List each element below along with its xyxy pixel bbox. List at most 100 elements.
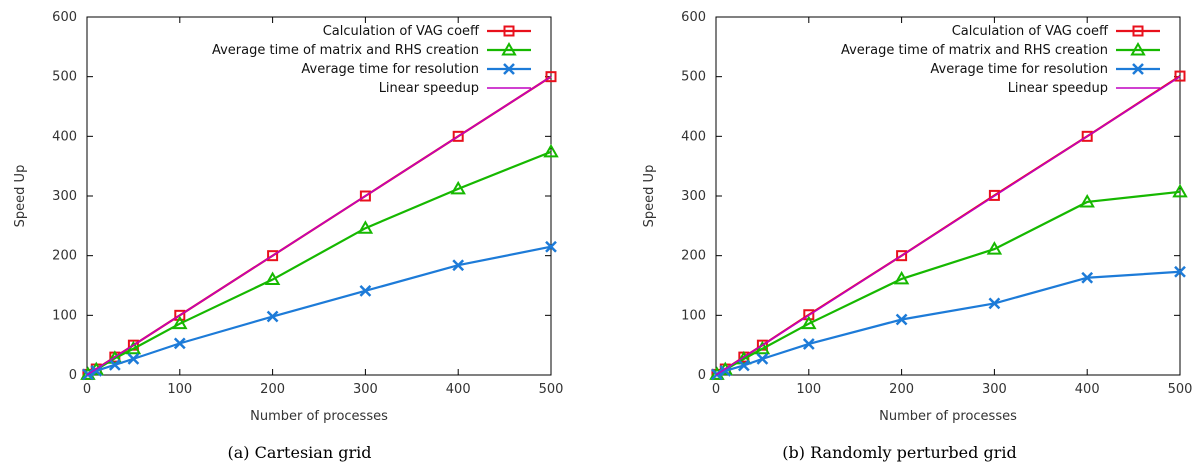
y-tick-label: 600 (681, 10, 706, 25)
y-tick-label: 400 (52, 129, 77, 144)
legend-label: Average time for resolution (301, 62, 479, 77)
series-3 (86, 76, 552, 376)
data-point (107, 350, 123, 364)
legend-label: Average time of matrix and RHS creation (841, 43, 1108, 58)
data-point (127, 353, 140, 365)
legend-marker (501, 41, 517, 56)
data-point (988, 189, 1000, 201)
data-point (802, 338, 815, 350)
series-line (86, 76, 552, 376)
data-point (266, 310, 279, 323)
data-point (896, 250, 908, 262)
legend-marker (1132, 63, 1144, 75)
data-point (754, 340, 771, 355)
series-1 (80, 143, 559, 380)
chart-caption: (b) Randomly perturbed grid (782, 443, 1017, 462)
legend: Calculation of VAG coeff Average time of … (841, 24, 1160, 96)
y-tick-label: 200 (681, 249, 706, 264)
data-point (986, 241, 1003, 255)
legend: Calculation of VAG coeff Average time of … (212, 24, 531, 96)
legend-marker (503, 25, 515, 37)
data-point (172, 315, 188, 330)
data-point (359, 190, 371, 202)
data-point (737, 359, 750, 372)
y-tick-label: 100 (681, 308, 706, 323)
x-tick-label: 300 (353, 382, 378, 397)
series-line (87, 245, 552, 376)
data-point (267, 250, 279, 262)
legend-label: Calculation of VAG coeff (952, 24, 1109, 39)
y-tick-label: 300 (52, 189, 77, 204)
series-3 (715, 76, 1181, 376)
x-tick-label: 300 (982, 382, 1007, 397)
x-tick-label: 500 (1168, 382, 1193, 397)
y-tick-label: 200 (52, 249, 77, 264)
legend-label: Average time of matrix and RHS creation (212, 43, 479, 58)
series-2 (82, 240, 557, 381)
x-tick-label: 0 (83, 382, 91, 397)
data-point (359, 284, 372, 297)
data-point (452, 259, 465, 272)
data-point (893, 270, 910, 285)
data-point (357, 220, 374, 234)
series-1 (709, 183, 1188, 380)
y-tick-label: 600 (52, 10, 77, 25)
chart-panel-perturbed: 0 100 200 300 400 500 600 0 100 200 300 400 500 Numbe… (600, 0, 1199, 469)
y-tick-label: 100 (52, 308, 77, 323)
y-axis-label: Speed Up (13, 165, 28, 228)
y-axis-label: Speed Up (642, 165, 657, 228)
series-line (716, 270, 1181, 376)
legend-label: Average time for resolution (930, 62, 1108, 77)
series-line (715, 76, 1181, 376)
chart-panel-cartesian: 0 100 200 300 400 500 600 0 100 200 300 400 500 Numbe… (0, 0, 599, 469)
data-point (988, 297, 1001, 310)
legend-label: Calculation of VAG coeff (323, 24, 480, 39)
x-tick-label: 400 (446, 382, 471, 397)
data-point (1174, 70, 1186, 82)
x-axis-label: Number of processes (879, 409, 1017, 424)
legend-label: Linear speedup (379, 81, 479, 96)
x-tick-label: 100 (796, 382, 821, 397)
legend-marker (1130, 41, 1146, 56)
data-point (1172, 183, 1188, 198)
data-point (895, 313, 908, 326)
data-point (452, 130, 464, 142)
x-axis-label: Number of processes (250, 409, 388, 424)
series-line (87, 150, 552, 376)
x-tick-label: 200 (260, 382, 285, 397)
x-tick-label: 500 (539, 382, 564, 397)
y-tick-label: 400 (681, 129, 706, 144)
data-point (173, 337, 186, 350)
data-point (125, 340, 142, 355)
legend-label: Linear speedup (1008, 81, 1108, 96)
data-point (801, 315, 817, 330)
y-tick-label: 0 (69, 368, 77, 383)
legend-marker (1132, 25, 1144, 37)
chart-caption: (a) Cartesian grid (227, 443, 372, 462)
y-tick-label: 300 (681, 189, 706, 204)
series-2 (711, 265, 1186, 381)
legend-marker (503, 63, 515, 75)
data-point (108, 358, 121, 371)
data-point (1081, 271, 1094, 284)
data-point (1081, 130, 1093, 142)
x-tick-label: 400 (1075, 382, 1100, 397)
data-point (756, 353, 769, 365)
data-point (174, 309, 186, 321)
chart-perturbed-grid: 0 100 200 300 400 500 600 0 100 200 300 400 500 Numbe… (642, 10, 1193, 424)
data-point (264, 271, 281, 286)
data-point (543, 143, 559, 158)
y-tick-label: 500 (52, 70, 77, 85)
series-line (716, 190, 1181, 376)
data-point (1174, 265, 1186, 278)
x-tick-label: 200 (889, 382, 914, 397)
x-tick-label: 100 (167, 382, 192, 397)
y-tick-label: 500 (681, 70, 706, 85)
data-point (545, 71, 557, 83)
x-tick-label: 0 (712, 382, 720, 397)
data-point (545, 240, 557, 253)
data-point (1079, 193, 1095, 208)
data-point (450, 180, 466, 195)
chart-cartesian-grid: 0 100 200 300 400 500 600 0 100 200 300 400 500 Numbe… (13, 10, 564, 424)
y-tick-label: 0 (698, 368, 706, 383)
